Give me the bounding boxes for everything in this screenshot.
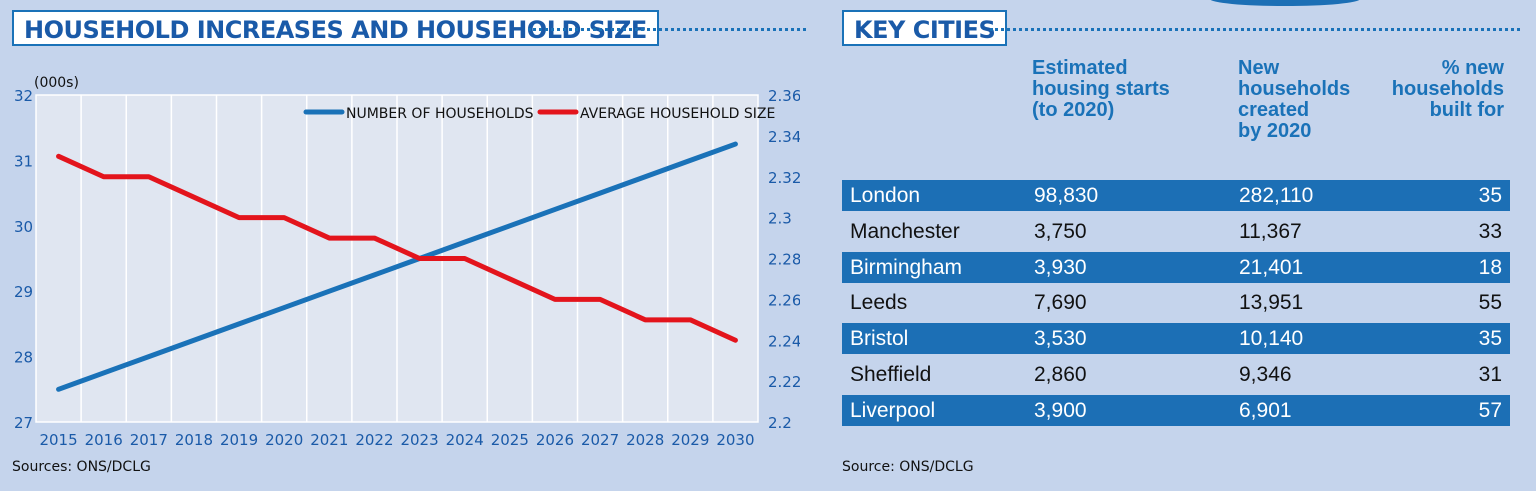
y-axis-label-left: (000s) [34,75,79,91]
table-row: Bristol 3,530 10,140 35 [842,323,1510,355]
decorative-blob [1210,0,1360,6]
table-row: Birmingham 3,930 21,401 18 [842,251,1510,283]
city-name: Bristol [850,327,909,351]
city-name: Manchester [850,219,960,243]
x-tick-label: 2015 [39,431,77,449]
y-tick-label-left: 31 [14,152,33,170]
table-row: Liverpool 3,900 6,901 57 [842,394,1510,426]
housing-starts-value: 3,930 [1034,255,1087,279]
x-tick-label: 2017 [130,431,168,449]
header-line: households [1391,78,1504,100]
legend-label: NUMBER OF HOUSEHOLDS [346,106,534,122]
housing-starts-value: 2,860 [1034,363,1087,386]
header-percent-built: % new households built for [1392,58,1504,121]
header-new-households: New households created by 2020 [1238,58,1350,142]
table-title-divider [990,28,1520,31]
new-households-value: 6,901 [1239,398,1292,422]
table-title: KEY CITIES [842,10,1008,46]
housing-starts-value: 7,690 [1034,291,1087,315]
x-tick-label: 2028 [626,431,664,449]
header-housing-starts: Estimated housing starts (to 2020) [1032,58,1170,121]
y-tick-label-left: 27 [14,414,33,432]
y-tick-label-right: 2.26 [768,291,800,309]
y-tick-label-right: 2.34 [768,128,800,146]
y-tick-label-right: 2.22 [768,373,800,391]
legend-label: AVERAGE HOUSEHOLD SIZE [580,106,775,122]
table-source: Source: ONS/DCLG [842,459,974,475]
x-tick-label: 2029 [671,431,709,449]
header-line: by 2020 [1238,120,1312,142]
new-households-value: 13,951 [1239,291,1304,315]
y-tick-label-right: 2.28 [768,251,800,269]
percent-built-value: 18 [1478,255,1502,279]
header-line: % new [1441,57,1504,79]
series-line [56,153,738,343]
y-tick-label-right: 2.3 [768,210,792,228]
plot-area: 27 28 29 30 31 32(000s) 2.2 2.22 2.24 2.26 2.28 2.3… [14,75,800,449]
header-line: New [1238,57,1280,79]
x-tick-label: 2030 [716,431,754,449]
new-households-value: 11,367 [1239,219,1302,243]
percent-built-value: 57 [1478,398,1502,422]
table-row: Leeds 7,690 13,951 55 [842,287,1510,318]
x-tick-label: 2019 [220,431,258,449]
city-name: Leeds [850,291,908,315]
x-tick-label: 2016 [85,431,123,449]
percent-built-value: 33 [1478,219,1502,243]
percent-built-value: 31 [1478,363,1502,386]
chart-source: Sources: ONS/DCLG [12,459,151,475]
city-name: Sheffield [850,363,932,386]
header-line: built for [1429,99,1504,121]
table-row: Sheffield 2,860 9,346 31 [842,359,1510,390]
table-row: London 98,830 282,110 35 [842,180,1510,211]
table-row: Manchester 3,750 11,367 33 [842,216,1510,247]
percent-built-value: 35 [1478,184,1502,207]
city-name: Birmingham [850,255,963,279]
x-tick-label: 2027 [581,431,619,449]
new-households-value: 10,140 [1239,327,1304,351]
city-name: Liverpool [850,398,936,422]
y-tick-label-right: 2.32 [768,169,800,187]
header-line: housing starts [1032,78,1170,100]
new-households-value: 9,346 [1239,363,1292,386]
housing-starts-value: 3,750 [1034,219,1087,243]
city-name: London [850,184,921,207]
x-tick-label: 2018 [175,431,213,449]
title-divider [528,28,806,31]
x-tick-label: 2023 [400,431,438,449]
y-tick-label-right: 2.24 [768,332,800,350]
series-line [56,141,738,392]
x-tick-label: 2024 [446,431,484,449]
new-households-value: 21,401 [1239,255,1304,279]
y-tick-label-right: 2.2 [768,414,792,432]
x-tick-label: 2026 [536,431,574,449]
percent-built-value: 55 [1478,291,1502,315]
y-tick-label-left: 29 [14,283,33,301]
housing-starts-value: 3,900 [1034,398,1087,422]
line-chart: 27 28 29 30 31 32(000s) 2.2 2.22 2.24 2.26 2.28 2.3… [14,75,800,449]
header-line: Estimated [1032,57,1128,79]
new-households-value: 282,110 [1239,184,1314,207]
y-tick-label-left: 32 [14,87,33,105]
x-tick-label: 2022 [355,431,393,449]
header-line: (to 2020) [1032,99,1115,121]
x-tick-label: 2021 [310,431,348,449]
housing-starts-value: 98,830 [1034,184,1099,207]
housing-starts-value: 3,530 [1034,327,1087,351]
y-tick-label-left: 30 [14,218,33,236]
percent-built-value: 35 [1478,327,1502,351]
x-tick-label: 2025 [491,431,529,449]
header-line: created [1238,99,1310,121]
header-line: households [1238,78,1351,100]
x-tick-label: 2020 [265,431,303,449]
y-tick-label-right: 2.36 [768,87,800,105]
y-tick-label-left: 28 [14,349,33,367]
